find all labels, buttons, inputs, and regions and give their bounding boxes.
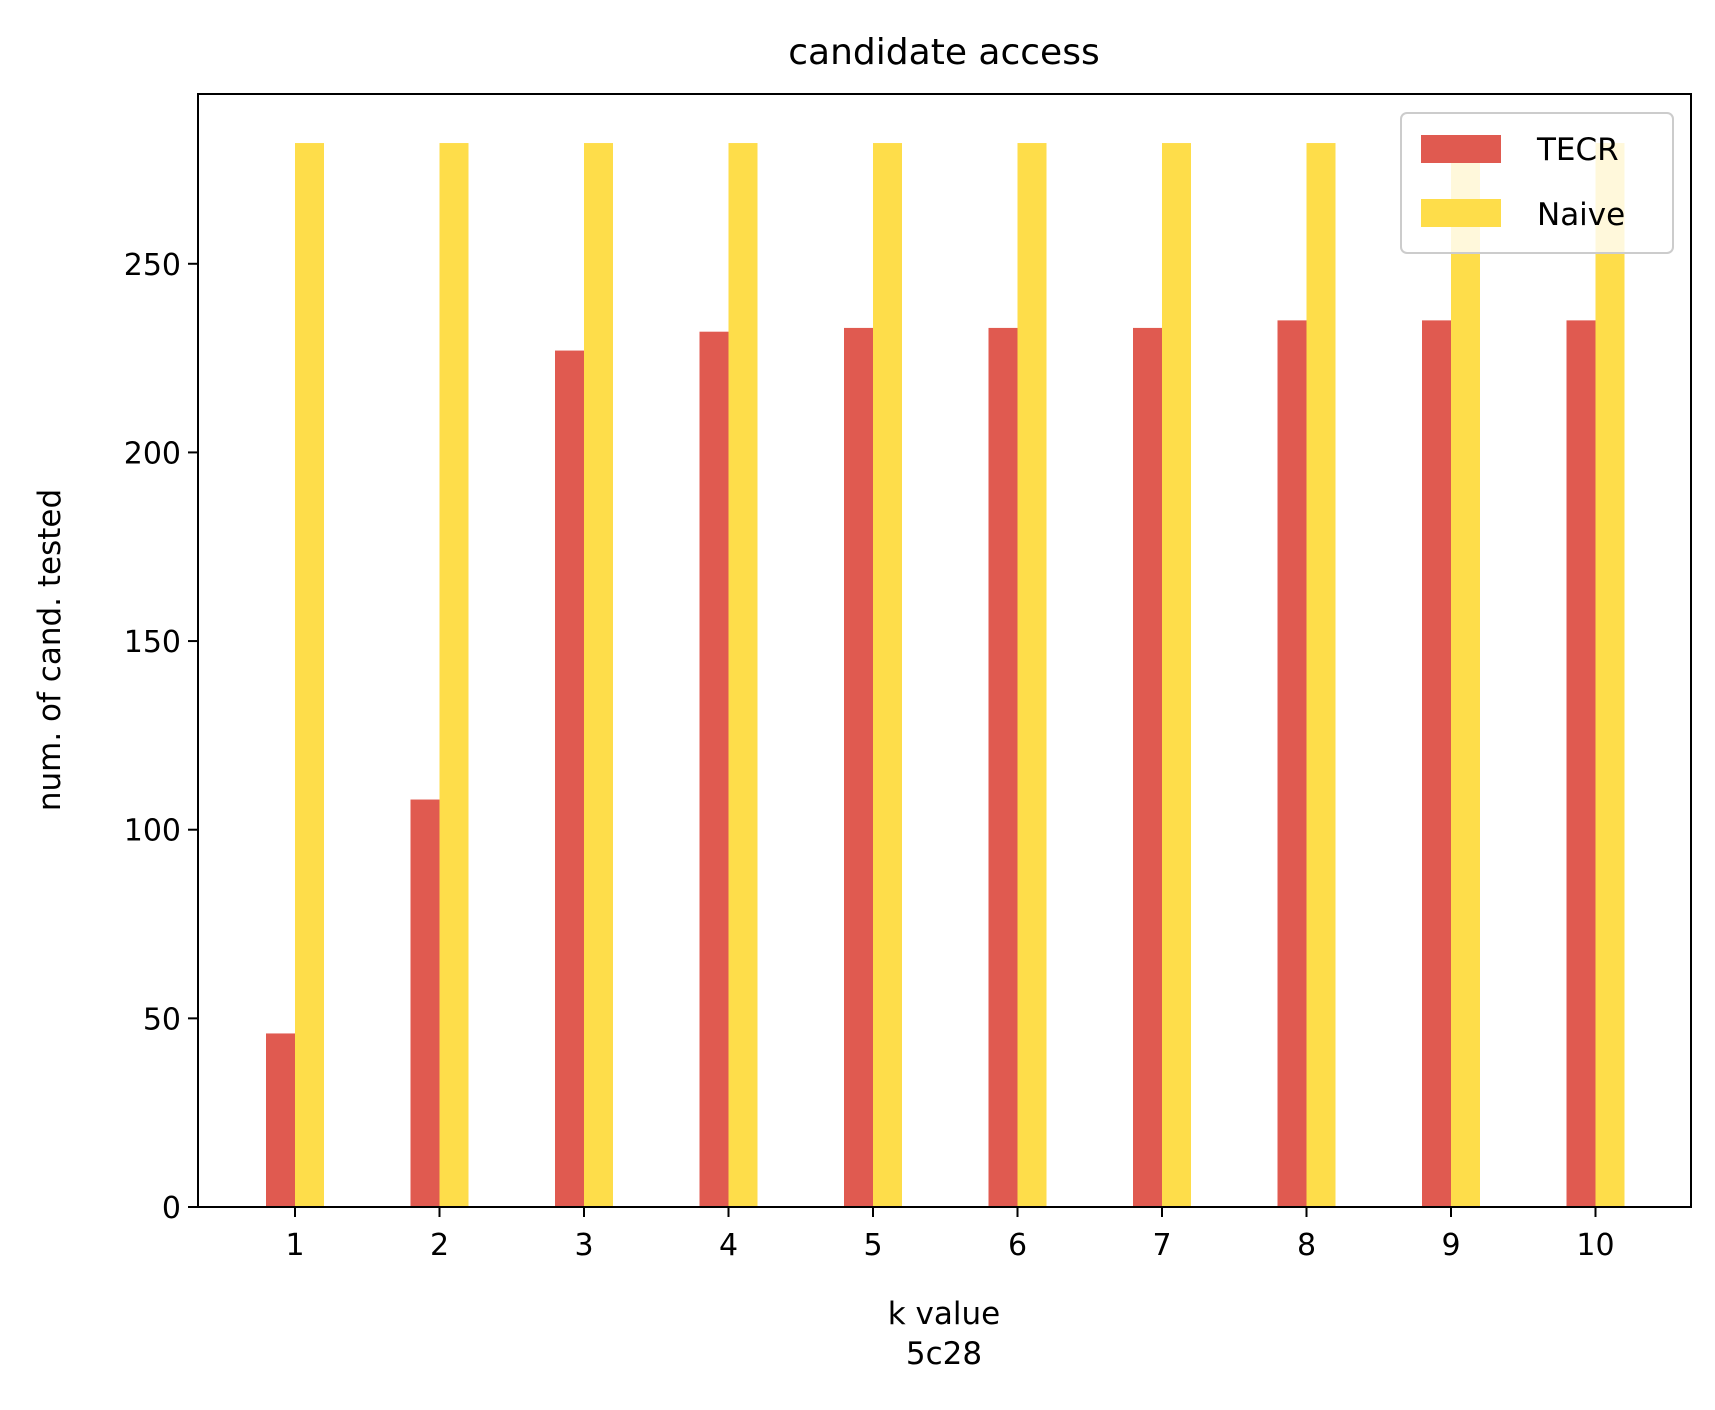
legend-label-naive: Naive <box>1537 197 1625 233</box>
bars-layer <box>266 143 1625 1208</box>
x-tick-label: 4 <box>719 1228 738 1263</box>
y-tick-label: 0 <box>162 1191 181 1226</box>
y-tick-label: 50 <box>143 1002 181 1037</box>
bar-tecr-k4 <box>699 331 729 1207</box>
bar-naive-k4 <box>728 143 758 1207</box>
x-tick-label: 6 <box>1008 1228 1027 1263</box>
y-tick-label: 100 <box>124 814 181 849</box>
bar-tecr-k1 <box>266 1033 295 1207</box>
x-tick-label: 2 <box>430 1228 449 1263</box>
legend-swatch-naive <box>1421 199 1501 227</box>
x-tick-label: 3 <box>574 1228 593 1263</box>
bar-tecr-k7 <box>1133 327 1162 1207</box>
bar-naive-k5 <box>873 143 902 1207</box>
bar-tecr-k8 <box>1277 320 1307 1207</box>
bar-tecr-k6 <box>988 327 1018 1207</box>
bar-tecr-k2 <box>410 799 440 1207</box>
x-tick-label: 10 <box>1576 1228 1614 1263</box>
legend: TECR Naive <box>1400 112 1674 254</box>
x-axis-label: k value <box>888 1296 1000 1332</box>
x-tick-label: 1 <box>285 1228 304 1263</box>
bar-naive-k1 <box>295 143 324 1207</box>
y-tick-label: 250 <box>124 248 181 283</box>
y-tick-label: 150 <box>124 625 181 660</box>
bar-naive-k10 <box>1595 143 1625 1207</box>
legend-swatch-tecr <box>1421 135 1501 163</box>
bar-naive-k2 <box>439 143 469 1207</box>
x-tick-label: 5 <box>863 1228 882 1263</box>
y-tick-label: 200 <box>124 436 181 471</box>
bar-naive-k3 <box>584 143 613 1207</box>
y-axis-label: num. of cand. tested <box>32 489 68 811</box>
chart-title: candidate access <box>788 32 1099 73</box>
x-axis-sublabel: 5c28 <box>906 1336 982 1372</box>
bar-naive-k7 <box>1162 143 1191 1207</box>
bar-naive-k9 <box>1451 143 1480 1207</box>
x-tick-label: 7 <box>1152 1228 1171 1263</box>
plot-frame <box>197 93 1692 1208</box>
x-tick-label: 9 <box>1441 1228 1460 1263</box>
bar-tecr-k3 <box>555 350 584 1208</box>
bar-tecr-k10 <box>1566 320 1596 1207</box>
x-tick-label: 8 <box>1297 1228 1316 1263</box>
legend-label-tecr: TECR <box>1536 132 1619 168</box>
bar-naive-k8 <box>1306 143 1336 1207</box>
bar-naive-k6 <box>1017 143 1047 1207</box>
bar-tecr-k9 <box>1422 320 1451 1207</box>
bar-tecr-k5 <box>844 327 873 1207</box>
